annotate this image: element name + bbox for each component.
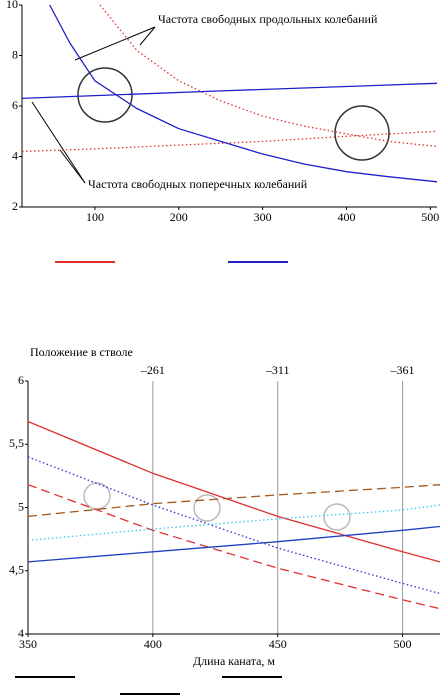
x-tick-label: 400 (144, 637, 162, 651)
x-tick-label: 350 (19, 637, 37, 651)
series-line (27, 484, 441, 518)
annotation-line (74, 26, 156, 61)
chart-title: Положение в стволе (30, 345, 133, 359)
x-tick-label: 400 (337, 210, 355, 224)
marker-label: –361 (390, 363, 415, 377)
annotation: Частота свободных поперечных колебаний (88, 177, 308, 191)
y-tick-label: 5 (18, 499, 24, 513)
y-tick-label: 8 (12, 47, 18, 61)
x-tick-label: 500 (394, 637, 412, 651)
highlight-circle (334, 105, 390, 161)
x-tick-label: 100 (86, 210, 104, 224)
highlight-circle (193, 494, 221, 522)
marker-label: –261 (140, 363, 165, 377)
y-tick-label: 2 (12, 199, 18, 213)
highlight-circle (77, 67, 133, 123)
x-tick-label: 450 (269, 637, 287, 651)
y-tick-label: 4 (18, 626, 24, 640)
y-tick-label: 4,5 (9, 563, 24, 577)
annotation-line (139, 26, 156, 46)
x-axis-label: Длина каната, м (193, 654, 275, 668)
y-tick-label: 6 (12, 98, 18, 112)
annotation-line (59, 149, 86, 184)
series-line (21, 82, 438, 100)
highlight-circle (83, 482, 111, 510)
series-line (27, 484, 441, 610)
y-tick-label: 10 (6, 0, 18, 11)
series-line (99, 4, 438, 148)
highlight-circle (323, 503, 351, 531)
y-tick-label: 6 (18, 373, 24, 387)
series-line (21, 130, 438, 153)
x-tick-label: 200 (170, 210, 188, 224)
series-line (49, 4, 438, 183)
annotation-line (31, 101, 86, 184)
series-line (27, 456, 441, 595)
annotation: Частота свободных продольных колебаний (158, 12, 378, 26)
y-tick-label: 4 (12, 148, 18, 162)
series-line (27, 420, 441, 563)
series-line (27, 525, 441, 563)
y-tick-label: 5,5 (9, 436, 24, 450)
x-tick-label: 500 (421, 210, 439, 224)
series-line (27, 504, 441, 542)
marker-label: –311 (265, 363, 290, 377)
x-tick-label: 300 (254, 210, 272, 224)
